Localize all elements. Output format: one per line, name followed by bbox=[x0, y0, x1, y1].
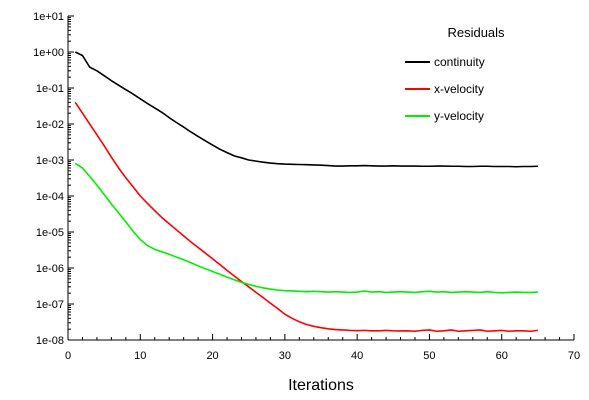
x-tick-label: 50 bbox=[423, 350, 435, 362]
y-tick-label: 1e-04 bbox=[36, 191, 64, 203]
x-axis-title: Iterations bbox=[288, 377, 354, 394]
legend-label-y-velocity: y-velocity bbox=[434, 109, 484, 123]
series-line-x-velocity bbox=[74, 101, 538, 333]
y-tick-label: 1e-01 bbox=[36, 83, 64, 95]
x-tick-label: 20 bbox=[206, 350, 218, 362]
y-tick-label: 1e-08 bbox=[36, 335, 64, 347]
legend-title: Residuals bbox=[447, 25, 505, 40]
series-layer bbox=[74, 51, 538, 333]
x-tick-label: 70 bbox=[568, 350, 580, 362]
x-tick-label: 0 bbox=[65, 350, 71, 362]
y-tick-label: 1e-06 bbox=[36, 263, 64, 275]
y-tick-label: 1e-02 bbox=[36, 119, 64, 131]
series-line-continuity bbox=[74, 51, 538, 168]
x-tick-label: 30 bbox=[279, 350, 291, 362]
y-tick-label: 1e-03 bbox=[36, 155, 64, 167]
x-tick-label: 10 bbox=[134, 350, 146, 362]
axes-layer: 1e-08 1e-07 1e-06 1e-05 1e-04 1e-03 1e-02 1e-01… bbox=[33, 11, 580, 362]
x-tick-label: 40 bbox=[351, 350, 363, 362]
y-tick-label: 1e+00 bbox=[33, 47, 64, 59]
y-tick-label: 1e-05 bbox=[36, 227, 64, 239]
series-line-y-velocity bbox=[74, 162, 538, 294]
legend-label-continuity: continuity bbox=[434, 55, 485, 69]
y-tick-label: 1e-07 bbox=[36, 299, 64, 311]
legend: Residuals continuity x-velocity y-velocity bbox=[405, 25, 505, 123]
y-tick-label: 1e+01 bbox=[33, 11, 64, 23]
x-tick-label: 60 bbox=[496, 350, 508, 362]
legend-label-x-velocity: x-velocity bbox=[434, 82, 484, 96]
